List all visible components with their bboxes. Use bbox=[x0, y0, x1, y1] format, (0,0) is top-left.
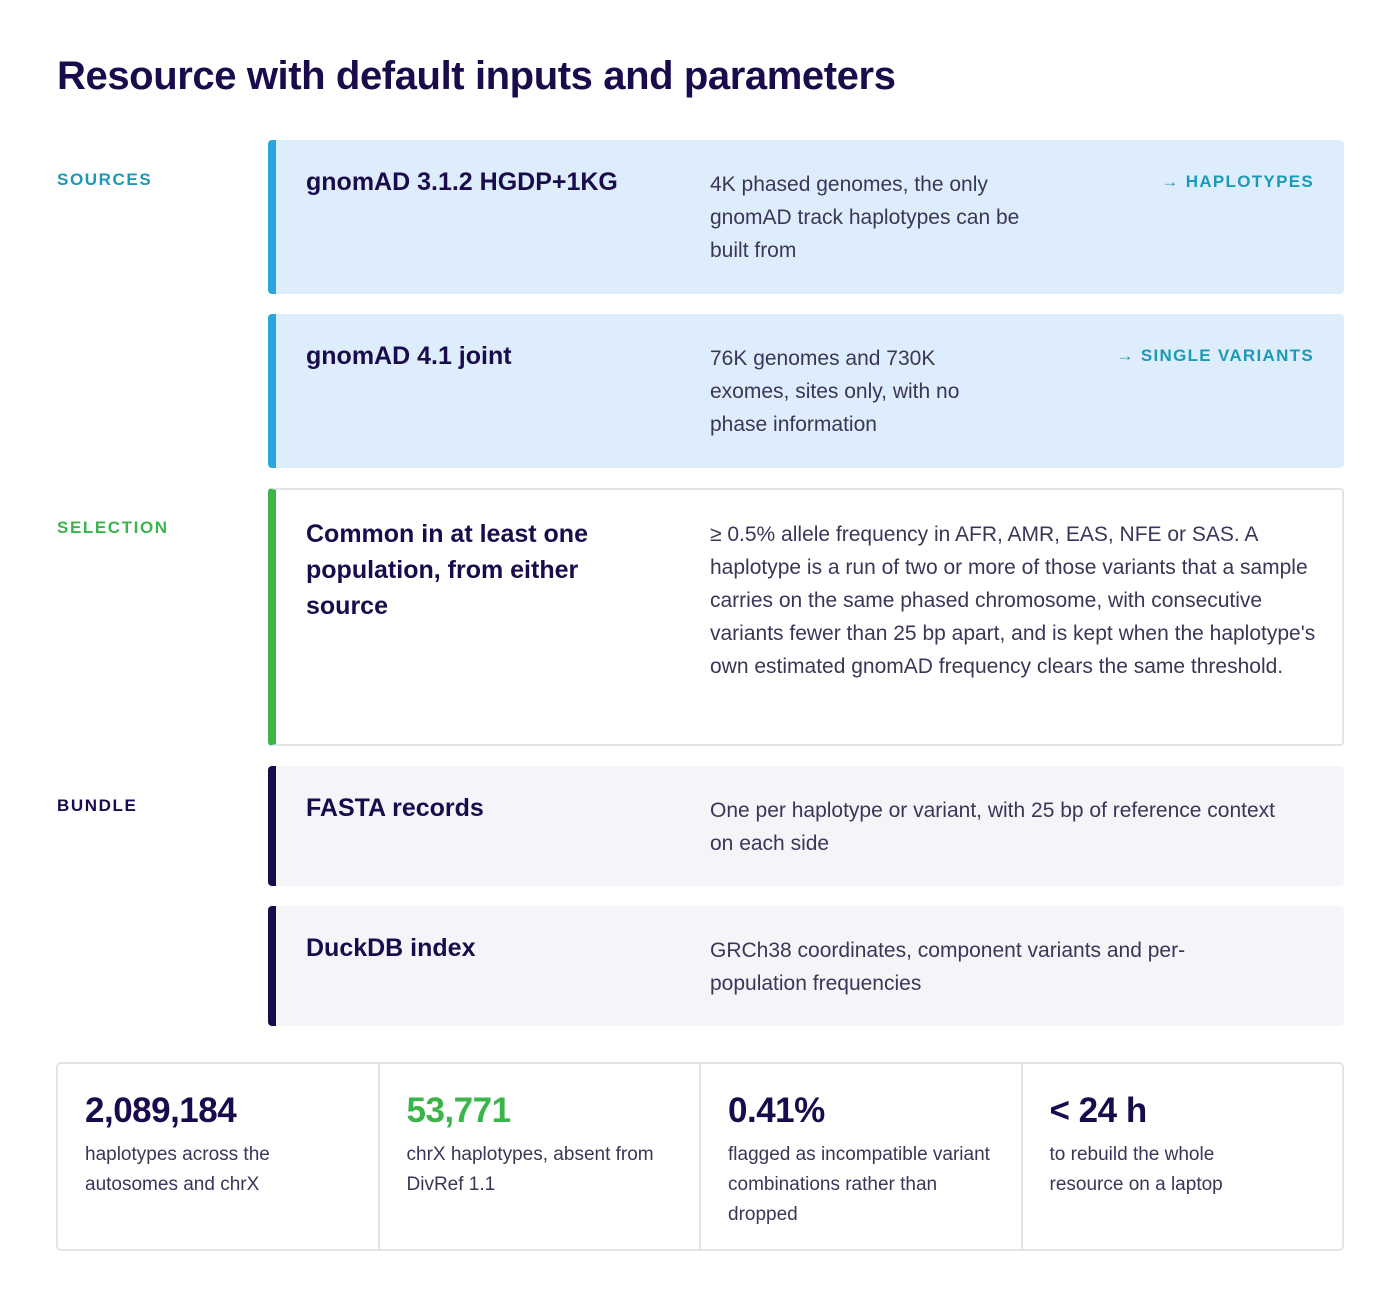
source-card-target: → SINGLE VARIANTS bbox=[1116, 346, 1314, 365]
page-title: Resource with default inputs and paramet… bbox=[57, 54, 896, 98]
source-card-gnomad-3: gnomAD 3.1.2 HGDP+1KG 4K phased genomes,… bbox=[268, 140, 1344, 294]
selection-card: Common in at least one population, from … bbox=[268, 488, 1344, 746]
selection-card-title: Common in at least one population, from … bbox=[306, 520, 588, 620]
section-label-bundle: BUNDLE bbox=[57, 796, 138, 815]
section-label-sources: SOURCES bbox=[57, 170, 153, 189]
stat-caption: flagged as incompatible variant combinat… bbox=[728, 1144, 990, 1225]
stat-value: 53,771 bbox=[406, 1091, 512, 1130]
stat-chrx-haplotypes: 53,771 chrX haplotypes, absent from DivR… bbox=[380, 1064, 701, 1249]
source-card-title: gnomAD 3.1.2 HGDP+1KG bbox=[306, 168, 618, 196]
stat-haplotypes: 2,089,184 haplotypes across the autosome… bbox=[58, 1064, 380, 1249]
bundle-card-fasta: FASTA records One per haplotype or varia… bbox=[268, 766, 1344, 886]
bundle-card-title: FASTA records bbox=[306, 794, 484, 822]
bundle-card-title: DuckDB index bbox=[306, 934, 476, 962]
bundle-card-description: GRCh38 coordinates, component variants a… bbox=[710, 939, 1186, 995]
source-card-description: 4K phased genomes, the only gnomAD track… bbox=[710, 173, 1020, 262]
source-card-gnomad-4: gnomAD 4.1 joint 76K genomes and 730K ex… bbox=[268, 314, 1344, 468]
source-card-title: gnomAD 4.1 joint bbox=[306, 342, 512, 370]
stats-panel: 2,089,184 haplotypes across the autosome… bbox=[56, 1062, 1344, 1251]
source-card-description: 76K genomes and 730K exomes, sites only,… bbox=[710, 347, 960, 436]
stat-rebuild-time: < 24 h to rebuild the whole resource on … bbox=[1023, 1064, 1343, 1249]
stat-value: < 24 h bbox=[1049, 1091, 1148, 1130]
stat-value: 2,089,184 bbox=[85, 1091, 237, 1130]
stat-caption: chrX haplotypes, absent from DivRef 1.1 bbox=[406, 1144, 654, 1195]
section-label-selection: SELECTION bbox=[57, 518, 169, 537]
bundle-card-description: One per haplotype or variant, with 25 bp… bbox=[710, 799, 1276, 855]
bundle-card-duckdb: DuckDB index GRCh38 coordinates, compone… bbox=[268, 906, 1344, 1026]
stat-flagged: 0.41% flagged as incompatible variant co… bbox=[701, 1064, 1023, 1249]
selection-card-description: ≥ 0.5% allele frequency in AFR, AMR, EAS… bbox=[710, 523, 1316, 678]
stat-caption: to rebuild the whole resource on a lapto… bbox=[1049, 1144, 1223, 1195]
stat-caption: haplotypes across the autosomes and chrX bbox=[85, 1144, 270, 1195]
stat-value: 0.41% bbox=[728, 1091, 825, 1130]
source-card-target: → HAPLOTYPES bbox=[1161, 172, 1314, 191]
